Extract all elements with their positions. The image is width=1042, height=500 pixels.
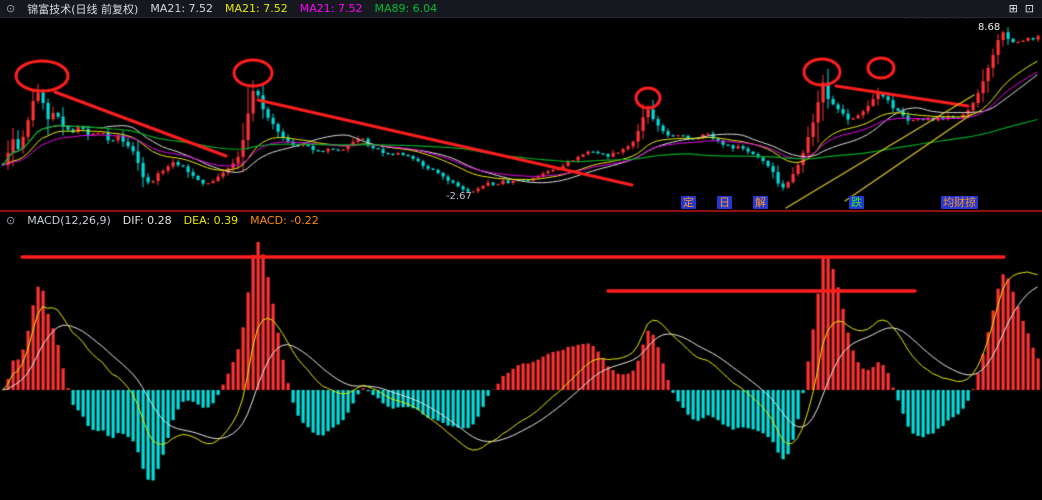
ma89-label: MA89: 6.04 (374, 2, 438, 15)
price-label-high: 8.68 (978, 22, 1001, 33)
chart-title: 锦富技术(日线 前复权) (27, 2, 139, 16)
macd-dea-value: DEA: 0.39 (183, 214, 239, 227)
maximize-icon[interactable]: ⊡ (1024, 2, 1034, 15)
macd-title: MACD(12,26,9) (27, 214, 111, 227)
panel-grid-icon[interactable]: ⊞ (1008, 2, 1018, 15)
ma21-label-1: MA21: 7.52 (150, 2, 214, 15)
window-controls: ⊞ ⊡ (1009, 2, 1042, 15)
ma21-label-3: MA21: 7.52 (299, 2, 363, 15)
signal-tag[interactable]: 定 (681, 196, 696, 209)
signal-tag[interactable]: 解 (753, 196, 768, 209)
signal-tag[interactable]: 均财掠 (941, 196, 978, 209)
macd-dif-value: DIF: 0.28 (122, 214, 172, 227)
macd-hist-value: MACD: -0.22 (250, 214, 319, 227)
signal-tag[interactable]: 跌 (849, 196, 864, 209)
macd-panel-header: ⊙ MACD(12,26,9) DIF: 0.28 DEA: 0.39 MACD… (6, 214, 319, 227)
macd-collapse-icon[interactable]: ⊙ (6, 214, 16, 227)
price-label-low: -2.67 (446, 191, 472, 202)
indicator-collapse-icon[interactable]: ⊙ (6, 2, 16, 15)
titlebar: ⊙ 锦富技术(日线 前复权) MA21: 7.52 MA21: 7.52 MA2… (0, 0, 1042, 18)
ma21-label-2: MA21: 7.52 (225, 2, 288, 15)
signal-tag[interactable]: 日 (717, 196, 732, 209)
